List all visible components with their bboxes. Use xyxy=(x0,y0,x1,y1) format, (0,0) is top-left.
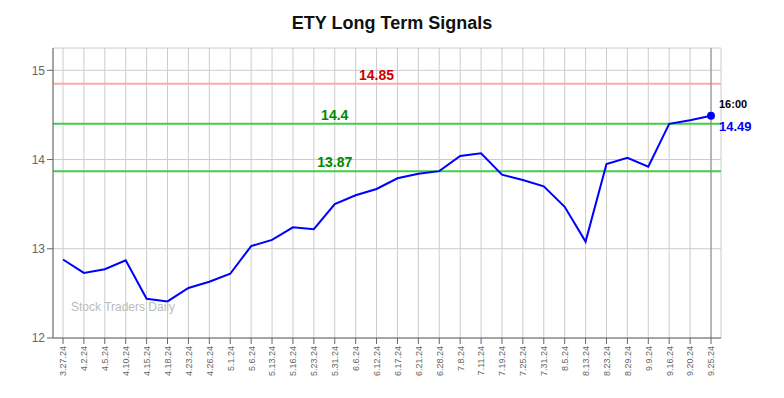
svg-text:6.21.24: 6.21.24 xyxy=(414,346,424,376)
svg-text:5.13.24: 5.13.24 xyxy=(267,346,277,376)
svg-text:5.1.24: 5.1.24 xyxy=(226,346,236,371)
svg-text:14.85: 14.85 xyxy=(359,67,394,83)
svg-text:13.87: 13.87 xyxy=(317,154,352,170)
svg-text:9.25.24: 9.25.24 xyxy=(706,346,716,376)
svg-text:7.31.24: 7.31.24 xyxy=(539,346,549,376)
svg-text:16:00: 16:00 xyxy=(719,98,747,110)
svg-text:14.4: 14.4 xyxy=(321,107,348,123)
svg-text:4.2.24: 4.2.24 xyxy=(79,346,89,371)
svg-text:7.8.24: 7.8.24 xyxy=(456,346,466,371)
svg-text:4.10.24: 4.10.24 xyxy=(121,346,131,376)
svg-text:5.16.24: 5.16.24 xyxy=(288,346,298,376)
svg-text:6.17.24: 6.17.24 xyxy=(393,346,403,376)
svg-text:14: 14 xyxy=(32,153,46,167)
svg-text:14.49: 14.49 xyxy=(719,119,752,134)
svg-text:4.5.24: 4.5.24 xyxy=(100,346,110,371)
svg-text:5.23.24: 5.23.24 xyxy=(309,346,319,376)
svg-text:Stock Traders Daily: Stock Traders Daily xyxy=(71,300,175,314)
svg-text:6.6.24: 6.6.24 xyxy=(351,346,361,371)
svg-text:12: 12 xyxy=(32,331,46,345)
svg-text:5.31.24: 5.31.24 xyxy=(330,346,340,376)
svg-text:3.27.24: 3.27.24 xyxy=(58,346,68,376)
svg-text:4.18.24: 4.18.24 xyxy=(163,346,173,376)
svg-text:13: 13 xyxy=(32,242,46,256)
svg-text:15: 15 xyxy=(32,64,46,78)
svg-text:5.6.24: 5.6.24 xyxy=(247,346,257,371)
svg-text:8.23.24: 8.23.24 xyxy=(602,346,612,376)
html-text:ETY Long Term Signals: ETY Long Term Signals xyxy=(291,13,493,33)
svg-text:6.12.24: 6.12.24 xyxy=(372,346,382,376)
svg-text:4.23.24: 4.23.24 xyxy=(184,346,194,376)
svg-text:7.25.24: 7.25.24 xyxy=(518,346,528,376)
svg-text:9.9.24: 9.9.24 xyxy=(644,346,654,371)
svg-text:8.29.24: 8.29.24 xyxy=(623,346,633,376)
svg-text:8.13.24: 8.13.24 xyxy=(581,346,591,376)
svg-text:7.11.24: 7.11.24 xyxy=(476,346,486,375)
svg-text:8.5.24: 8.5.24 xyxy=(560,346,570,371)
svg-text:4.15.24: 4.15.24 xyxy=(142,346,152,376)
svg-text:9.20.24: 9.20.24 xyxy=(685,346,695,376)
svg-text:9.16.24: 9.16.24 xyxy=(665,346,675,376)
svg-text:7.19.24: 7.19.24 xyxy=(497,346,507,376)
svg-text:6.28.24: 6.28.24 xyxy=(435,346,445,376)
svg-text:4.26.24: 4.26.24 xyxy=(205,346,215,376)
